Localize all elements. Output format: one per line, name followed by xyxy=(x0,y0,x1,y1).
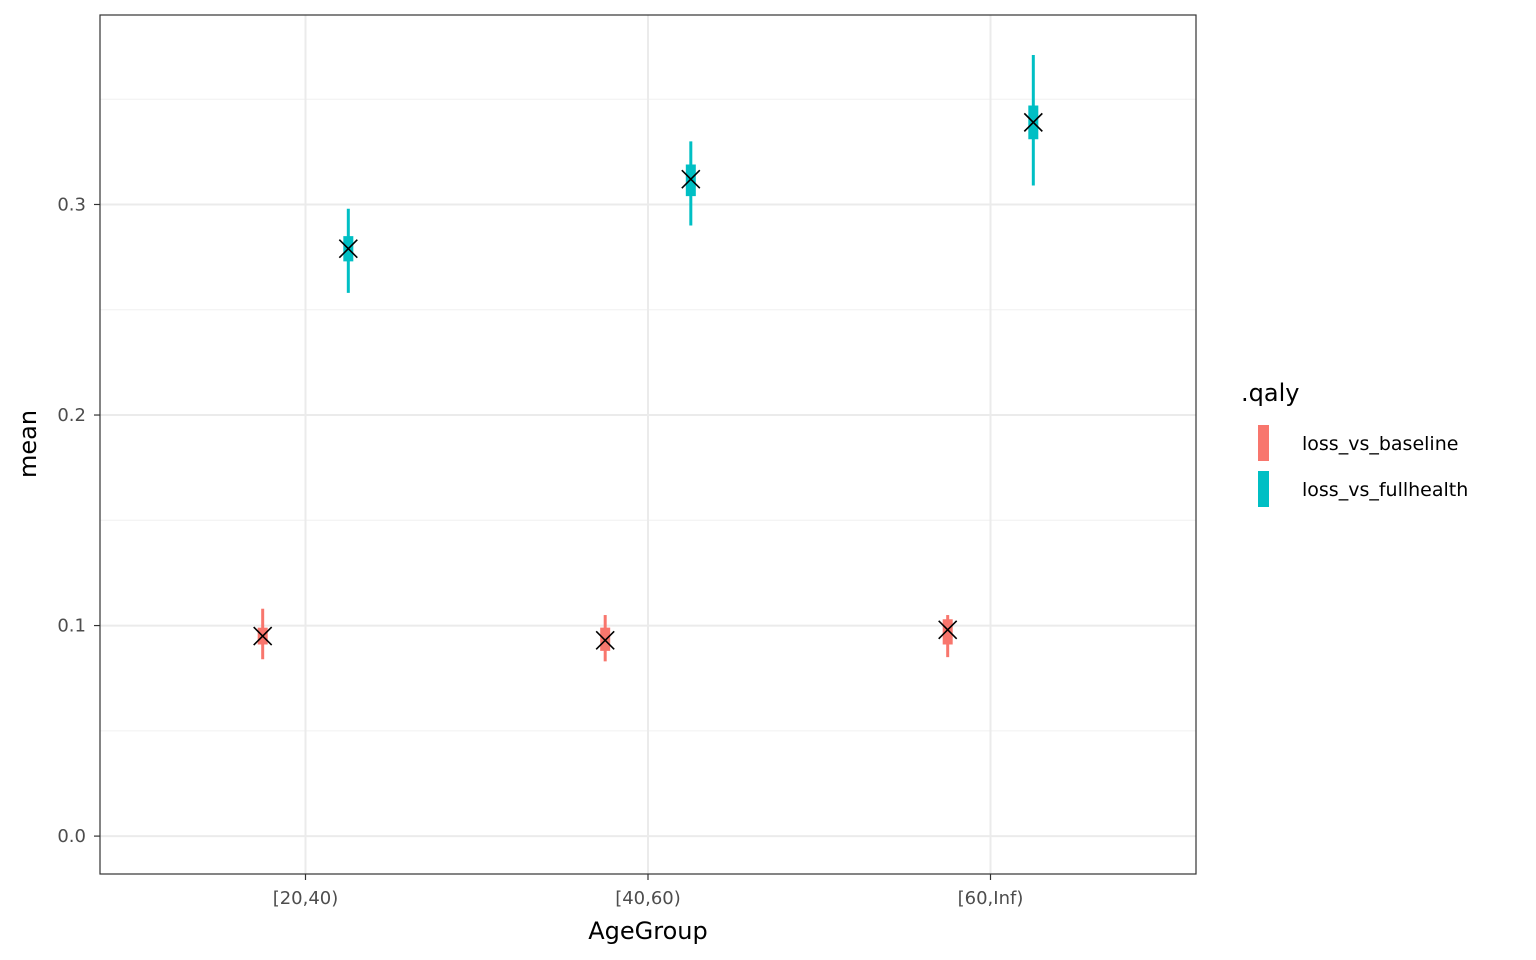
legend: .qaly loss_vs_baseline loss_vs_fullhealth xyxy=(1241,379,1468,507)
y-axis-title: mean xyxy=(14,410,42,478)
mean-point xyxy=(595,630,615,650)
x-tick-label: [40,60) xyxy=(615,888,681,909)
x-axis-title: AgeGroup xyxy=(588,917,707,945)
mean-point xyxy=(253,626,273,646)
x-tick-label: [60,Inf) xyxy=(958,888,1024,909)
y-tick-label: 0.2 xyxy=(57,405,86,426)
grid-major xyxy=(100,15,1196,874)
y-tick-label: 0.1 xyxy=(57,616,86,637)
legend-item: loss_vs_fullhealth xyxy=(1258,471,1468,507)
mean-point xyxy=(338,239,358,259)
y-axis: 0.0 0.1 0.2 0.3 xyxy=(57,194,100,847)
mean-point xyxy=(938,620,958,640)
mean-point-stroke xyxy=(595,630,615,650)
legend-key xyxy=(1258,425,1269,461)
legend-title: .qaly xyxy=(1241,379,1299,407)
y-tick-label: 0.3 xyxy=(57,194,86,215)
mean-point xyxy=(1023,112,1043,132)
mean-point-stroke xyxy=(681,169,701,189)
legend-label: loss_vs_baseline xyxy=(1302,433,1458,455)
mean-point-stroke xyxy=(338,239,358,259)
y-tick-label: 0.0 xyxy=(57,826,86,847)
data-marks xyxy=(253,55,1043,662)
mean-point xyxy=(681,169,701,189)
x-tick-label: [20,40) xyxy=(273,888,339,909)
mean-point-stroke xyxy=(253,626,273,646)
legend-key xyxy=(1258,471,1269,507)
mean-point-stroke xyxy=(938,620,958,640)
mean-point-stroke xyxy=(1023,112,1043,132)
legend-item: loss_vs_baseline xyxy=(1258,425,1458,461)
x-axis: [20,40) [40,60) [60,Inf) xyxy=(273,874,1024,909)
legend-label: loss_vs_fullhealth xyxy=(1302,479,1468,501)
